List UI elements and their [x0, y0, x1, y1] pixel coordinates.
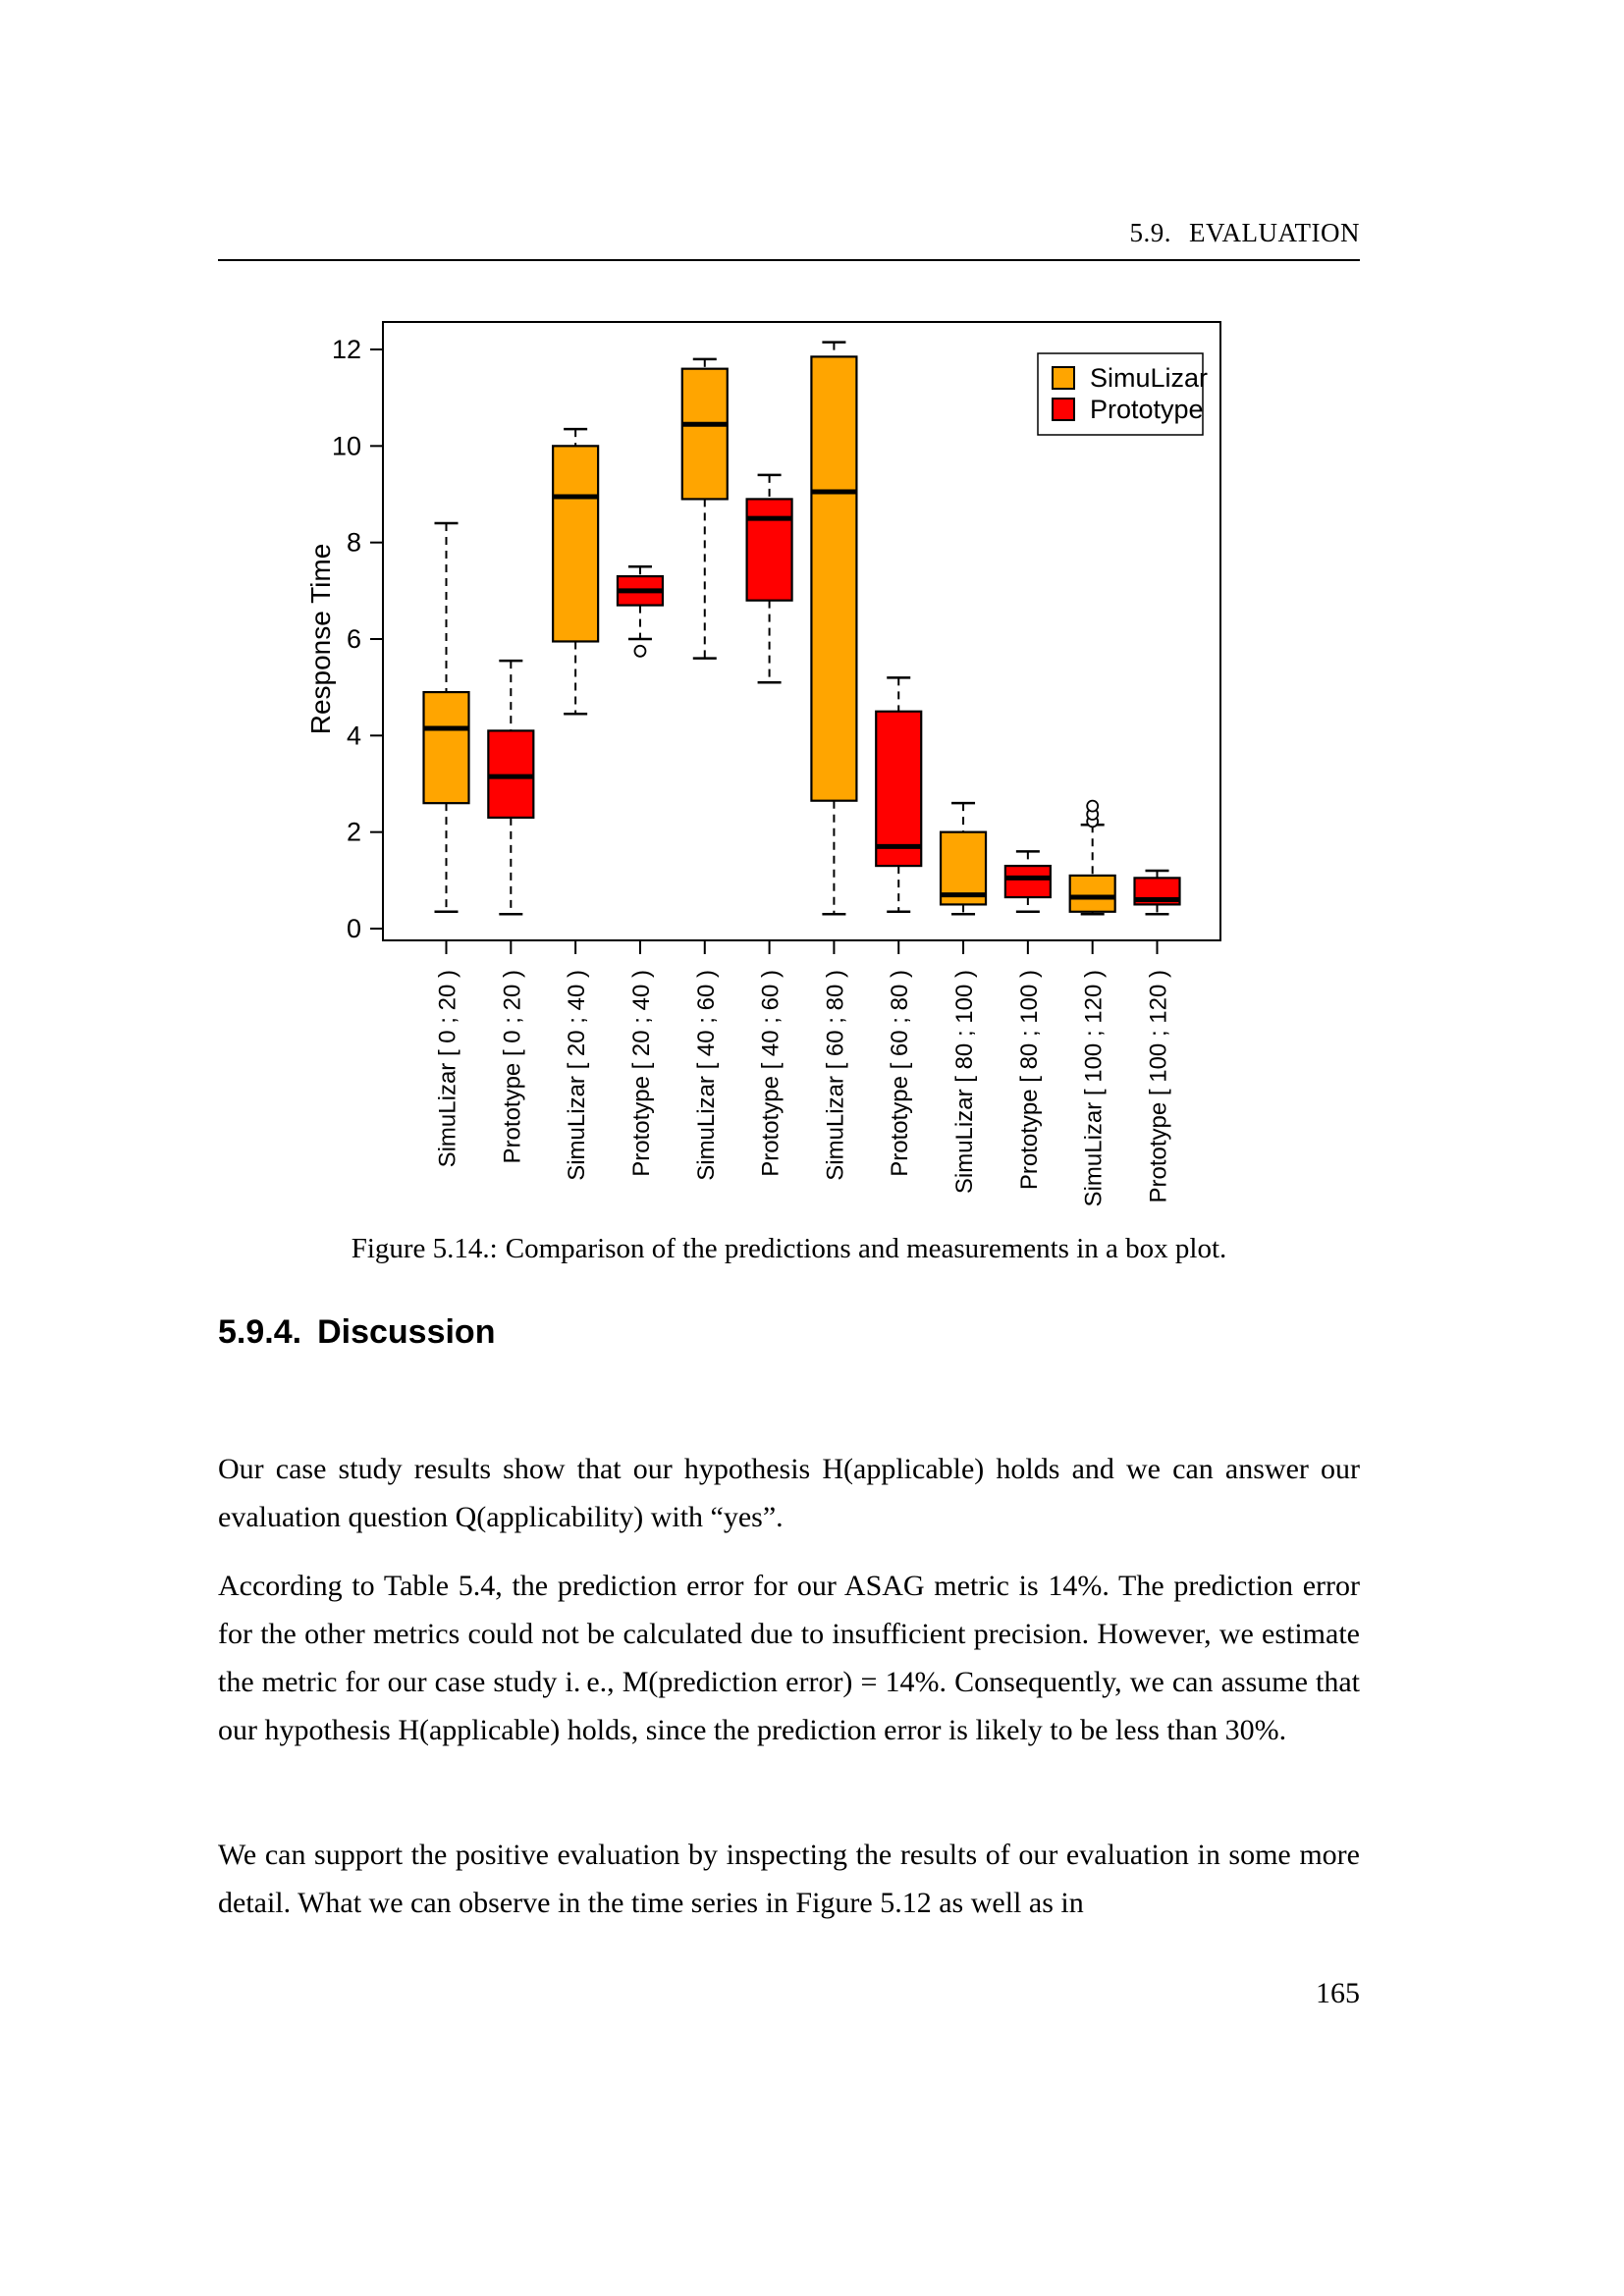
plot-border	[382, 321, 1221, 941]
page-number: 165	[1316, 1977, 1360, 2009]
boxplot-svg: 0 2 4 6 8 10 12 Response Time SimuLizar [ 0 ; 20…	[305, 321, 1221, 1206]
box-simulizar	[422, 690, 470, 805]
paragraph-1: Our case study results show that our hyp…	[218, 1453, 1360, 1533]
section-heading: 5.9.4. Discussion	[218, 1313, 1360, 1352]
legend-label: SimuLizar	[1090, 363, 1208, 393]
box-simulizar	[1068, 874, 1116, 913]
legend-swatch	[1052, 366, 1075, 390]
running-header-section-title: EVALUATION	[1189, 218, 1360, 247]
outlier-point	[633, 644, 647, 658]
box-prototype	[1003, 864, 1052, 899]
x-tick-label: SimuLizar [ 20 ; 40 )	[564, 970, 590, 1181]
figure-5-14: 0 2 4 6 8 10 12 Response Time SimuLizar [ 0 ; 20…	[304, 312, 1232, 1220]
y-axis-title: Response Time	[305, 544, 336, 735]
y-tick-label: 6	[347, 624, 361, 654]
paragraph-3: We can support the positive evaluation b…	[218, 1839, 1360, 1919]
y-tick-label: 0	[347, 914, 361, 943]
box-simulizar	[810, 355, 858, 802]
section-heading-number: 5.9.4.	[218, 1313, 302, 1351]
box-prototype	[745, 498, 793, 602]
x-tick-label: Prototype [ 80 ; 100 )	[1016, 970, 1043, 1190]
box-prototype	[875, 710, 923, 868]
running-header: 5.9. EVALUATION	[218, 218, 1360, 248]
box-simulizar	[680, 367, 729, 501]
y-tick-label: 2	[347, 818, 361, 847]
x-tick-label: SimuLizar [ 60 ; 80 )	[822, 970, 848, 1181]
figure-caption-text: Comparison of the predictions and measur…	[505, 1233, 1227, 1264]
x-tick-label: SimuLizar [ 40 ; 60 )	[693, 970, 720, 1181]
figure-caption: Figure 5.14.: Comparison of the predictio…	[218, 1233, 1360, 1265]
y-tick-label: 4	[347, 721, 361, 750]
x-tick-label: Prototype [ 40 ; 60 )	[758, 970, 785, 1177]
y-tick-label: 12	[332, 335, 361, 364]
figure-caption-label: Figure 5.14.:	[351, 1233, 498, 1264]
x-tick-label: SimuLizar [ 0 ; 20 )	[435, 970, 461, 1167]
x-tick-label: SimuLizar [ 80 ; 100 )	[951, 970, 978, 1194]
x-tick-label: Prototype [ 100 ; 120 )	[1145, 970, 1171, 1202]
box-simulizar	[552, 445, 600, 643]
legend-label: Prototype	[1090, 395, 1204, 424]
y-tick-label: 10	[332, 431, 361, 460]
x-tick-label: Prototype [ 20 ; 40 )	[628, 970, 655, 1177]
legend-swatch	[1052, 398, 1075, 421]
paragraph-2: According to Table 5.4, the prediction e…	[218, 1570, 1360, 1746]
section-heading-title: Discussion	[317, 1313, 496, 1351]
x-tick-label: Prototype [ 0 ; 20 )	[499, 970, 525, 1163]
header-rule	[218, 259, 1360, 261]
running-header-section-number: 5.9.	[1129, 218, 1171, 247]
y-tick-label: 8	[347, 528, 361, 558]
x-tick-label: Prototype [ 60 ; 80 )	[887, 970, 913, 1177]
outlier-point	[1086, 799, 1100, 813]
x-tick-label: SimuLizar [ 100 ; 120 )	[1081, 970, 1108, 1206]
